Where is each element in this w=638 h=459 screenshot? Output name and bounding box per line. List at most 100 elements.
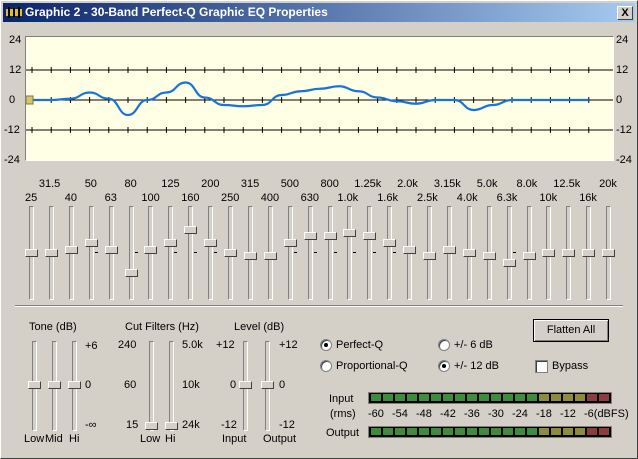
level-out-zero: 0 (279, 379, 286, 391)
output-meter-segment (419, 428, 429, 435)
output-meter-segment (407, 428, 417, 435)
tone-slider-thumb[interactable] (68, 381, 81, 389)
band-slider-thumb[interactable] (124, 269, 138, 277)
band-slider-track (367, 206, 373, 300)
flatten-all-button[interactable]: Flatten All (533, 319, 609, 342)
bypass-checkbox[interactable] (535, 360, 548, 373)
level-in-min: -12 (221, 419, 237, 431)
input-meter-segment (587, 394, 597, 401)
band-slider-thumb[interactable] (582, 249, 596, 257)
band-slider-thumb[interactable] (403, 245, 417, 254)
band-zero-tick (393, 252, 397, 253)
level-output-slider-thumb[interactable] (261, 381, 274, 389)
band-slider-track (506, 206, 512, 300)
band-slider-thumb[interactable] (25, 249, 38, 257)
title-bar[interactable]: Graphic 2 - 30-Band Perfect-Q Graphic EQ… (3, 3, 635, 22)
input-meter-segment (491, 394, 501, 401)
input-meter-segment (539, 394, 549, 401)
band-slider-track (128, 206, 134, 300)
perfect-q-radio[interactable] (320, 339, 332, 351)
tone-slider-thumb[interactable] (48, 381, 61, 389)
band-slider-thumb[interactable] (204, 239, 218, 247)
graph-y-label-left: 12 (9, 64, 22, 76)
band-slider-thumb[interactable] (323, 232, 337, 241)
close-button[interactable]: X (617, 6, 633, 20)
output-meter-segment (431, 428, 441, 435)
range-12db-label[interactable]: +/- 12 dB (454, 360, 499, 372)
band-slider-thumb[interactable] (44, 249, 58, 257)
input-meter-segment (455, 394, 465, 401)
meter-scale-label: -54 (392, 408, 408, 420)
freq-label-top: 3.15k (433, 178, 461, 190)
proportional-q-label[interactable]: Proportional-Q (336, 360, 408, 372)
band-slider-thumb[interactable] (522, 252, 536, 261)
freq-label-top: 500 (280, 178, 300, 190)
bypass-label[interactable]: Bypass (552, 360, 589, 372)
freq-label-bottom: 10k (539, 192, 558, 204)
range-12db-radio[interactable] (438, 360, 450, 372)
input-meter-segment (407, 394, 417, 401)
range-6db-radio[interactable] (438, 339, 450, 351)
curve-handle[interactable] (26, 95, 34, 105)
level-output-label: Output (263, 433, 297, 445)
freq-label-bottom: 40 (64, 192, 78, 204)
band-slider-thumb[interactable] (164, 239, 178, 247)
eq-response-graph[interactable] (25, 36, 614, 161)
band-slider-track (307, 206, 313, 300)
band-slider-track (88, 206, 94, 300)
cut-low-slider-thumb[interactable] (145, 422, 158, 430)
band-slider-thumb[interactable] (462, 249, 476, 257)
freq-label-bottom: 2.5k (417, 192, 438, 204)
band-slider-thumb[interactable] (104, 245, 118, 254)
tone-slider-thumb[interactable] (28, 381, 41, 389)
input-meter-segment (551, 394, 561, 401)
rms-label: (rms) (330, 408, 356, 420)
input-meter-segment (527, 394, 537, 401)
meter-scale-label: -36 (464, 408, 480, 420)
band-slider-thumb[interactable] (184, 225, 198, 234)
band-slider-thumb[interactable] (64, 245, 78, 254)
freq-label-bottom: 1.6k (377, 192, 398, 204)
band-slider-thumb[interactable] (263, 252, 277, 261)
band-slider-thumb[interactable] (144, 245, 158, 254)
band-zero-tick (353, 252, 357, 253)
band-slider-thumb[interactable] (542, 249, 556, 257)
band-slider-thumb[interactable] (303, 232, 317, 241)
band-slider-thumb[interactable] (502, 259, 516, 267)
band-slider-thumb[interactable] (383, 239, 397, 247)
cut-hi-slider-thumb[interactable] (165, 422, 178, 430)
output-meter-segment (395, 428, 405, 435)
freq-label-top: 20k (599, 178, 617, 190)
cut-low-label: Low (140, 433, 161, 445)
band-zero-tick (373, 252, 377, 253)
band-slider-track (387, 206, 393, 300)
band-slider-thumb[interactable] (224, 249, 237, 257)
input-meter-segment (443, 394, 453, 401)
band-slider-thumb[interactable] (562, 249, 576, 257)
output-meter-label: Output (326, 427, 360, 439)
freq-label-top: 125 (161, 178, 180, 190)
output-meter-segment (383, 428, 393, 435)
band-slider-thumb[interactable] (602, 249, 616, 257)
meter-scale-label: -48 (416, 408, 432, 420)
output-meter-segment (563, 428, 573, 435)
band-slider-thumb[interactable] (442, 245, 456, 254)
band-slider-thumb[interactable] (343, 229, 357, 237)
band-slider-thumb[interactable] (243, 252, 257, 261)
input-meter-segment (371, 394, 381, 401)
freq-label-bottom: 16k (579, 192, 597, 204)
cut-filters-title: Cut Filters (Hz) (125, 321, 199, 333)
band-slider-thumb[interactable] (363, 232, 377, 241)
meter-scale-label: -30 (488, 408, 504, 420)
freq-label-top: 315 (240, 178, 260, 190)
graph-y-label-left: 0 (9, 94, 16, 106)
band-slider-thumb[interactable] (423, 252, 436, 261)
level-input-slider-thumb[interactable] (239, 381, 252, 389)
range-6db-label[interactable]: +/- 6 dB (454, 339, 493, 351)
band-slider-thumb[interactable] (482, 252, 496, 261)
proportional-q-radio[interactable] (320, 360, 332, 372)
perfect-q-label[interactable]: Perfect-Q (336, 339, 384, 351)
band-slider-thumb[interactable] (84, 239, 98, 247)
graph-y-label-right: -24 (616, 154, 632, 166)
band-slider-thumb[interactable] (283, 239, 297, 247)
